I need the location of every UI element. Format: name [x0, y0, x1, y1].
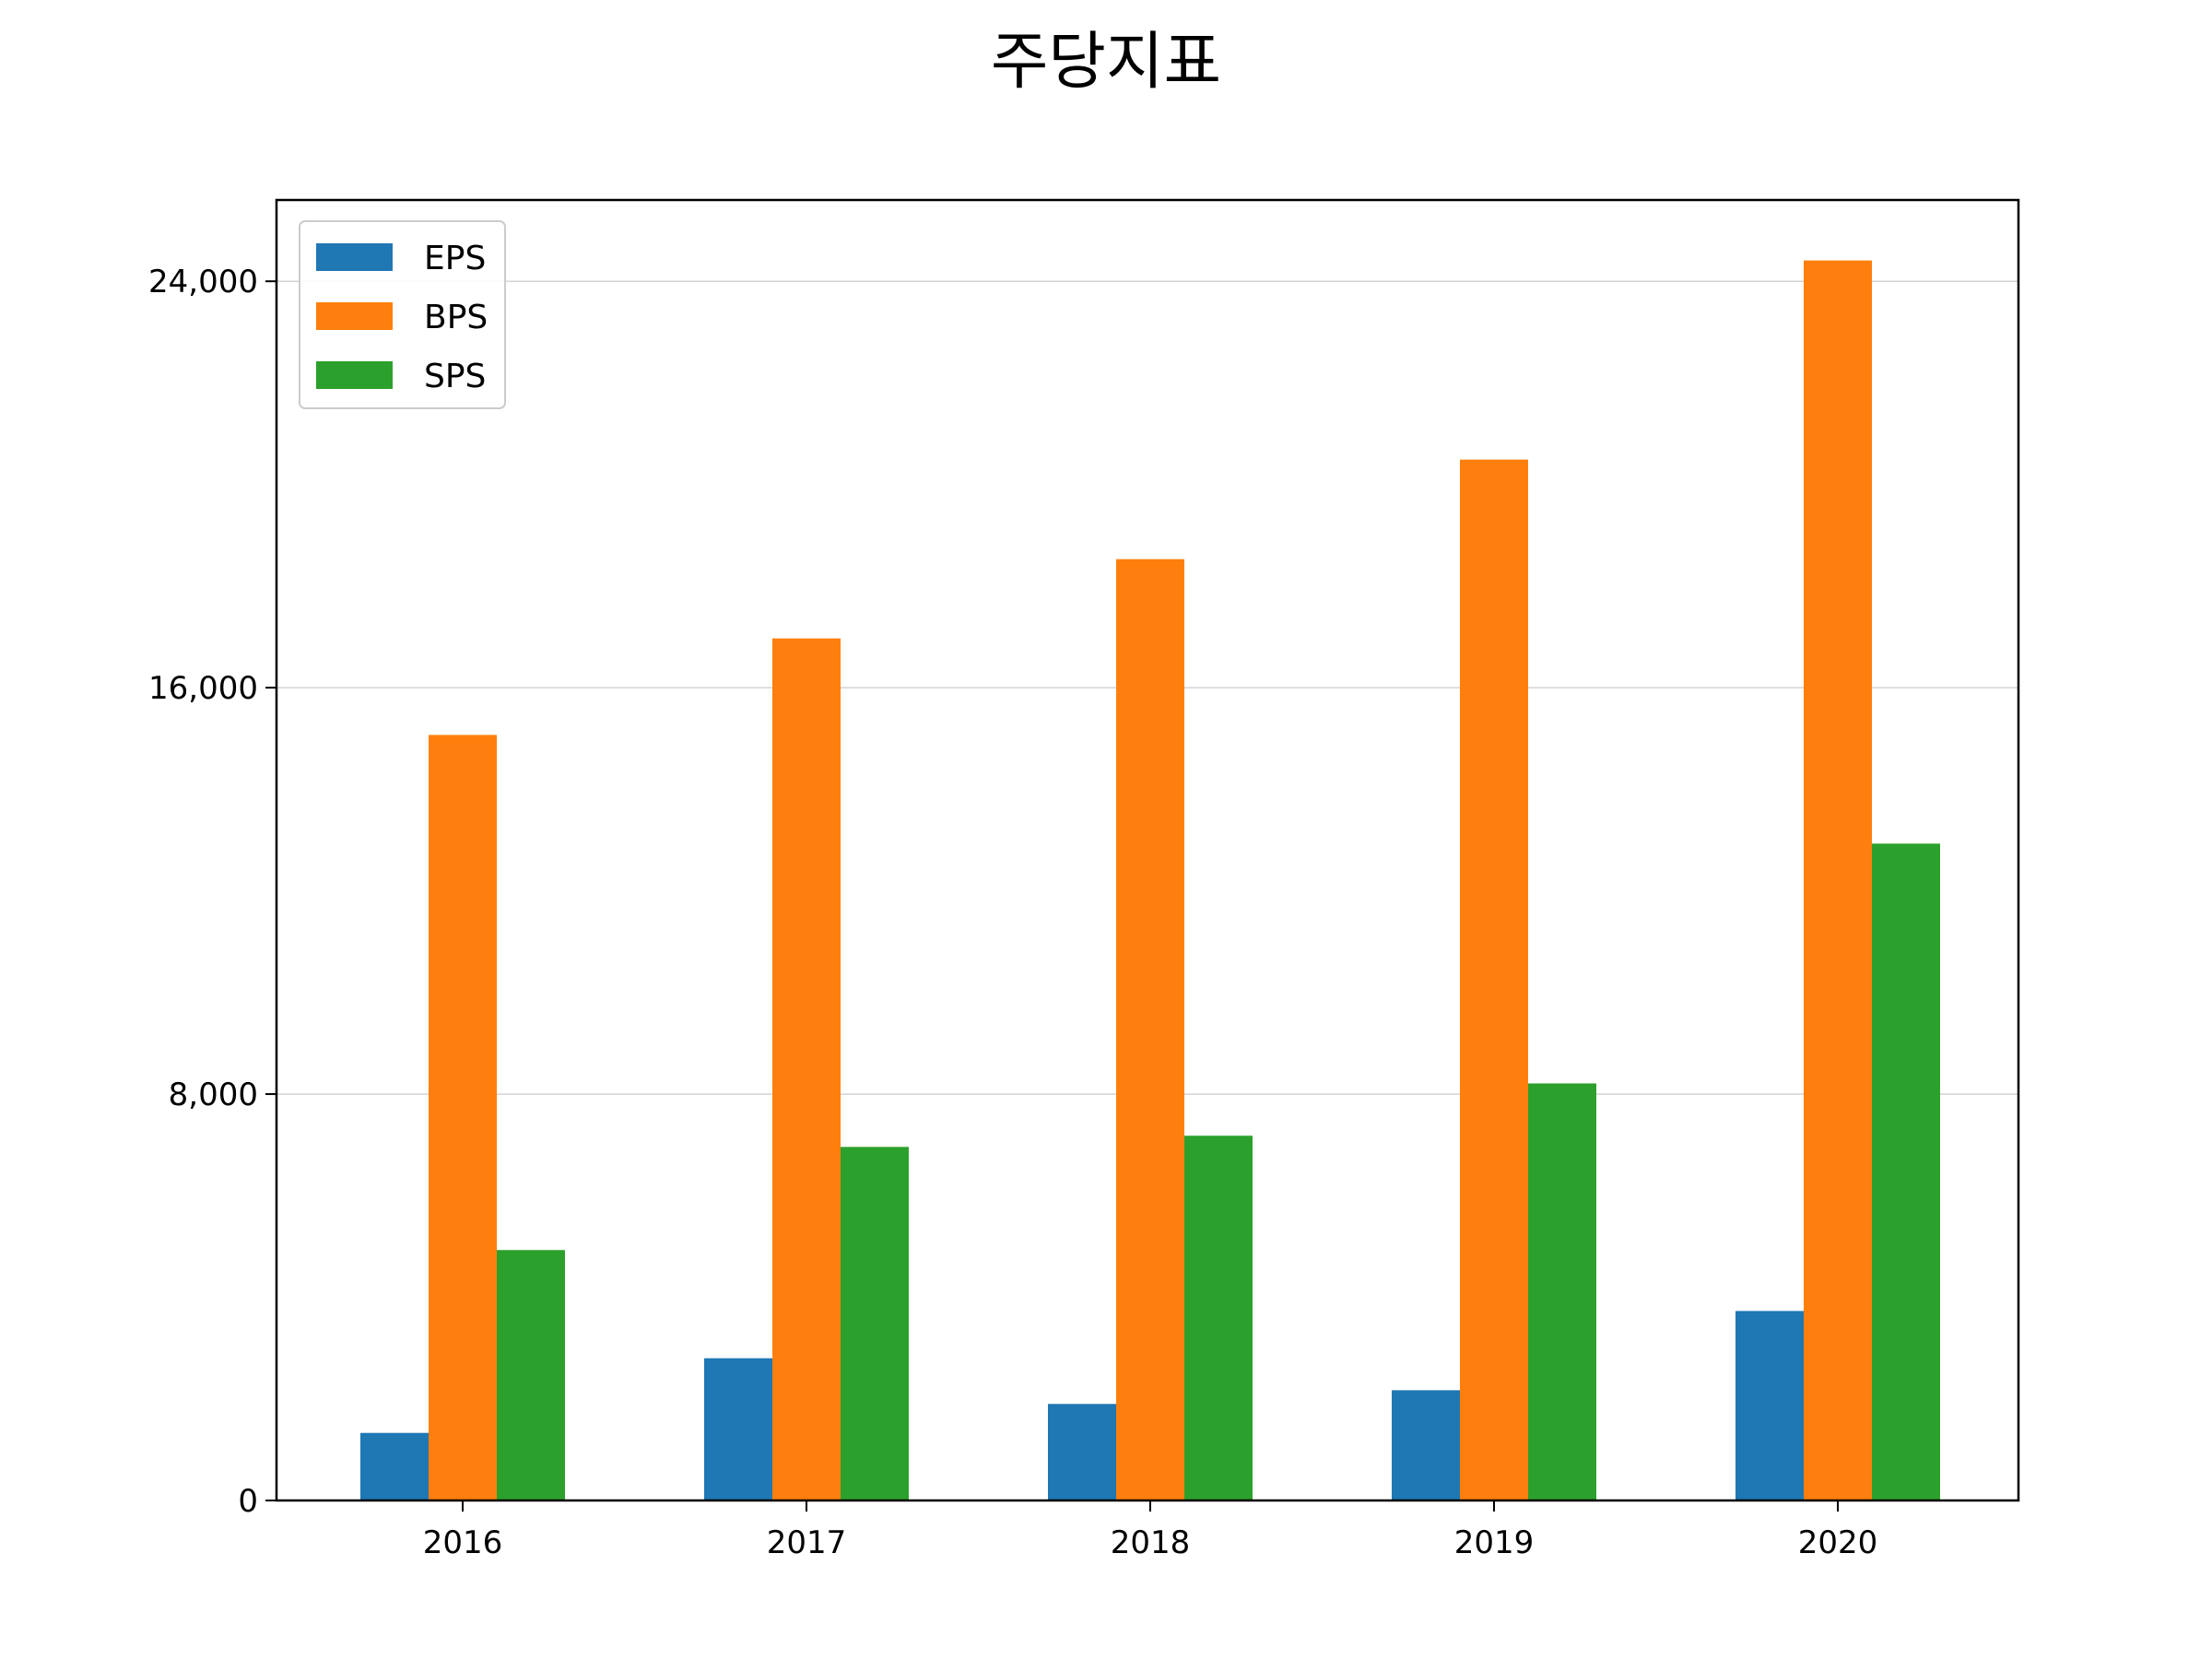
bar-eps	[1392, 1390, 1460, 1500]
bar-bps	[1804, 260, 1872, 1500]
bar-bps	[429, 735, 497, 1500]
plot-frame	[275, 198, 2020, 1502]
x-tick-label: 2020	[1798, 1524, 1878, 1561]
x-tick-label: 2019	[1454, 1524, 1535, 1561]
bar-sps	[841, 1147, 909, 1500]
bar-bps	[772, 638, 841, 1500]
bar-eps	[360, 1432, 429, 1500]
bar-sps	[1872, 843, 1940, 1500]
x-tick-label: 2018	[1111, 1524, 1191, 1561]
bar-sps	[1528, 1083, 1596, 1500]
legend-swatch-eps	[316, 243, 393, 271]
legend-label-eps: EPS	[424, 240, 486, 277]
y-tick-label: 0	[238, 1483, 258, 1520]
legend-swatch-bps	[316, 302, 393, 330]
bar-sps	[497, 1250, 565, 1500]
bar-sps	[1184, 1135, 1253, 1500]
x-tick-label: 2017	[767, 1524, 847, 1561]
legend-label-bps: BPS	[424, 299, 488, 336]
chart-title: 주당지표	[991, 26, 1221, 99]
legend-swatch-sps	[316, 361, 393, 389]
bar-bps	[1460, 459, 1528, 1501]
bar-eps	[1735, 1311, 1804, 1500]
y-tick-label: 24,000	[148, 264, 258, 300]
y-tick-label: 16,000	[148, 670, 258, 707]
bar-eps	[1048, 1404, 1116, 1500]
y-tick-label: 8,000	[169, 1077, 258, 1113]
bar-bps	[1116, 559, 1184, 1500]
y-axis: 0 8,000 16,000 24,000	[148, 264, 276, 1520]
legend-label-sps: SPS	[424, 358, 486, 395]
bar-eps	[704, 1358, 772, 1500]
bars	[360, 260, 1940, 1501]
x-axis: 2016 2017 2018 2019 2020	[423, 1500, 1878, 1561]
legend: EPS BPS SPS	[299, 220, 506, 409]
x-tick-label: 2016	[423, 1524, 503, 1561]
